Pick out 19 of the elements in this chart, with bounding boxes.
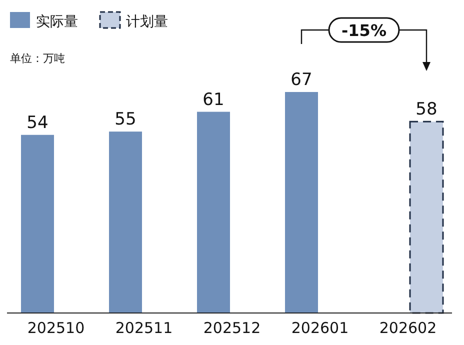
text: 单位：万吨 <box>10 52 65 65</box>
x-tick-label: 202511 <box>115 319 173 337</box>
bar <box>109 132 142 313</box>
legend-label: 计划量 <box>126 14 168 30</box>
data-label: 67 <box>290 70 312 90</box>
x-tick-label: 202512 <box>203 319 261 337</box>
data-label: 61 <box>202 90 224 110</box>
text: -15% <box>342 21 386 40</box>
x-tick-label: 202510 <box>27 319 85 337</box>
bar <box>21 134 54 313</box>
data-label: 58 <box>416 100 438 120</box>
bar <box>285 92 318 313</box>
x-tick-label: 202601 <box>291 319 349 337</box>
data-label: 54 <box>26 112 48 133</box>
bar <box>197 112 230 313</box>
legend-label: 实际量 <box>36 14 78 30</box>
x-tick-label: 202602 <box>379 319 437 337</box>
bar <box>409 120 444 314</box>
data-label: 55 <box>114 110 136 130</box>
